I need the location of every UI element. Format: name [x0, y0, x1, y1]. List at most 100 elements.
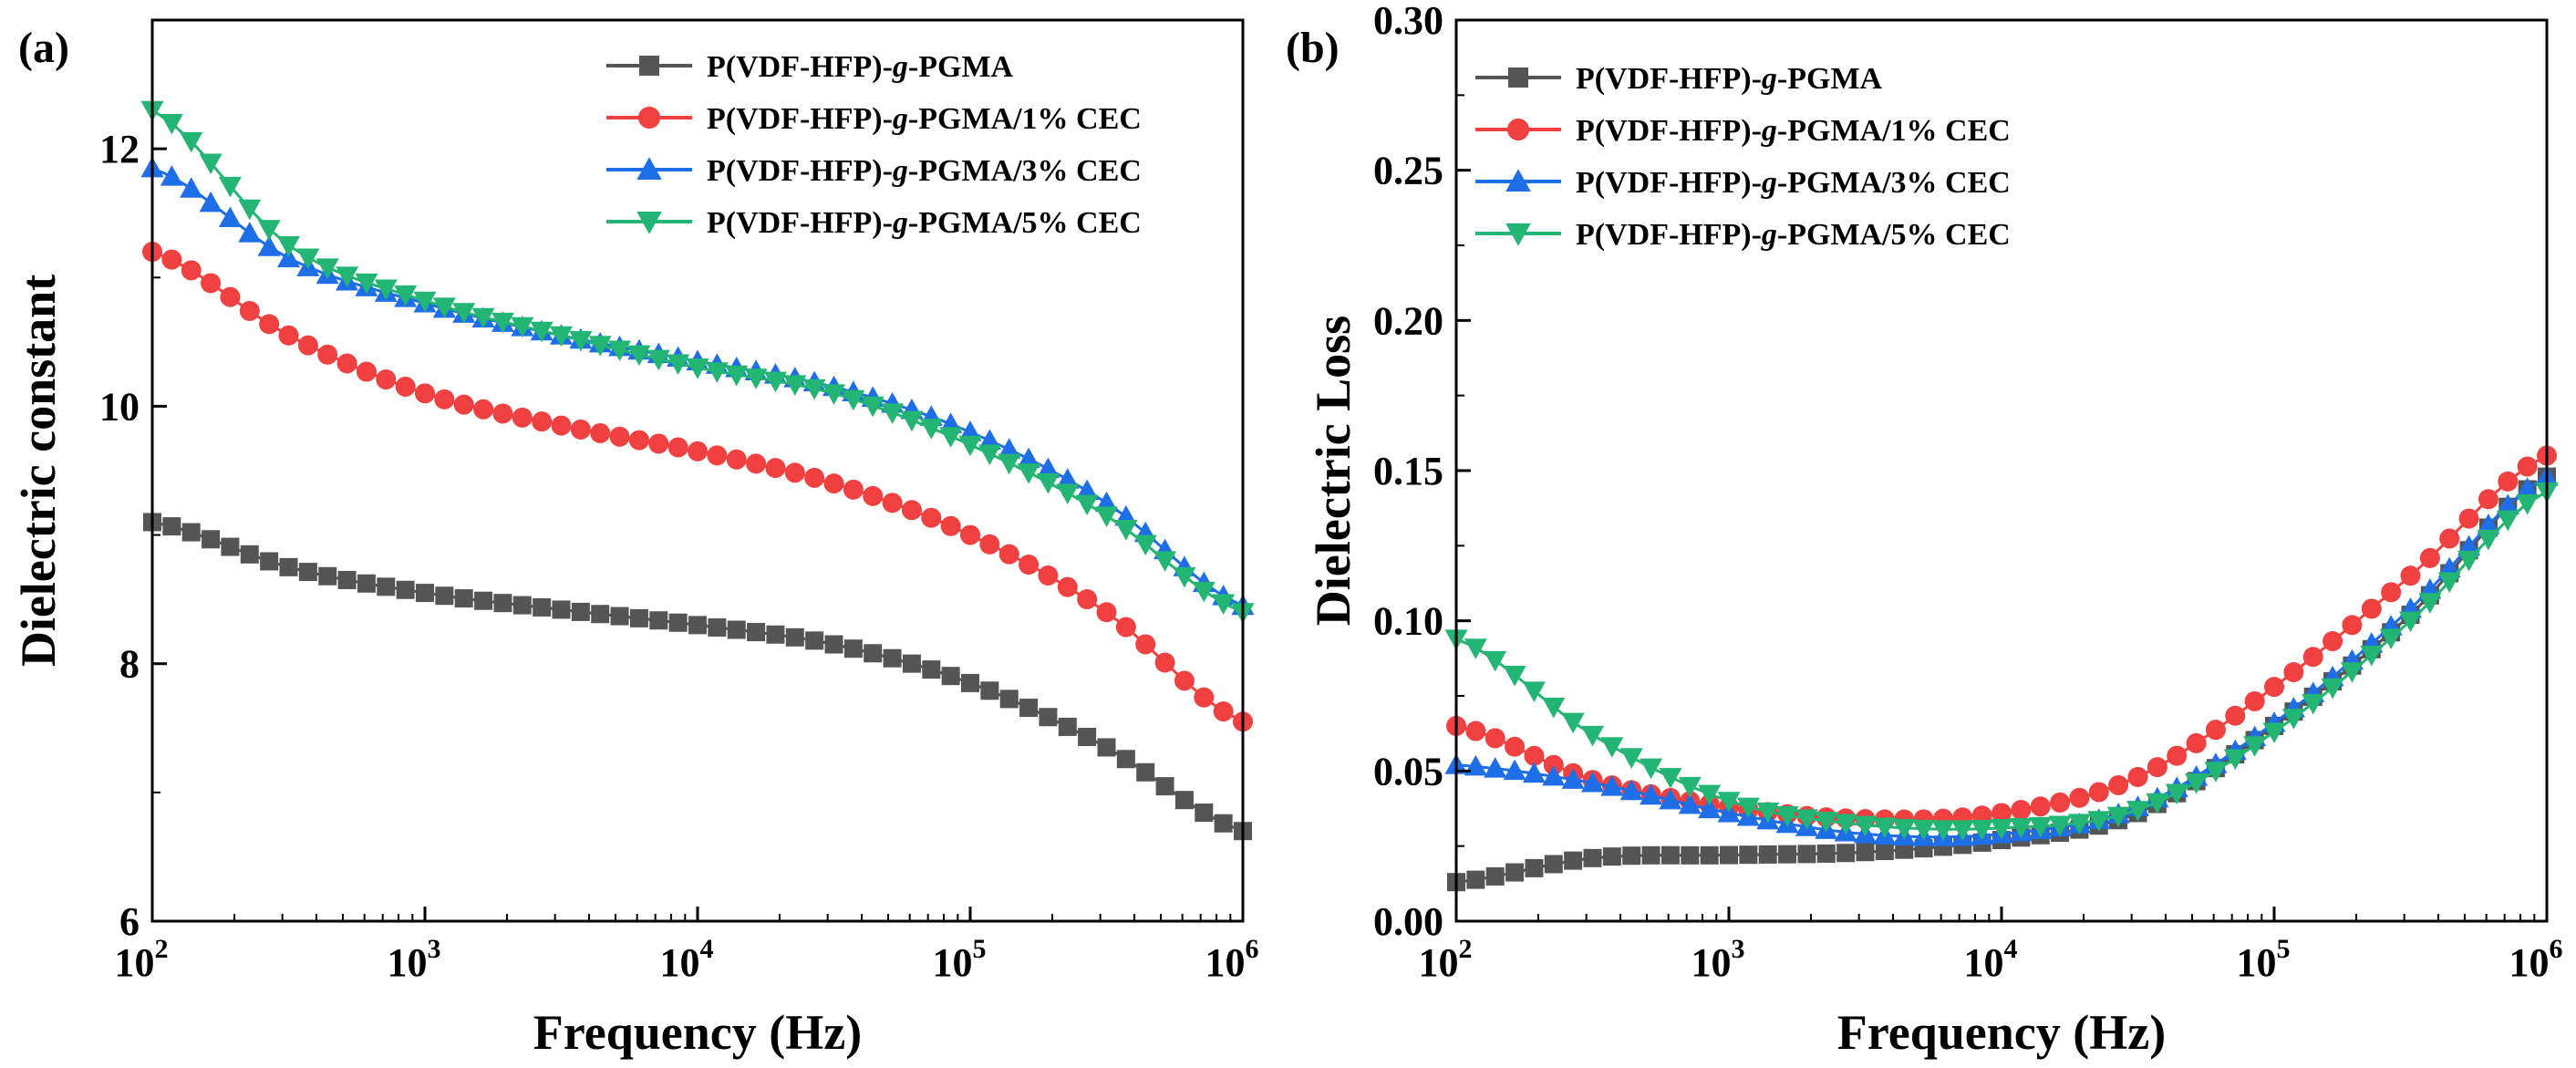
data-point — [902, 654, 921, 673]
data-point — [218, 206, 242, 228]
data-point — [1991, 803, 2012, 824]
data-point — [395, 376, 416, 397]
data-point — [688, 441, 708, 461]
data-point — [1678, 793, 1702, 814]
legend-marker — [1505, 169, 1531, 192]
data-point — [978, 444, 1001, 466]
data-point — [550, 326, 573, 347]
data-point — [512, 596, 532, 615]
data-point — [394, 285, 418, 306]
data-point — [2321, 678, 2344, 700]
data-point — [454, 589, 473, 608]
data-point — [396, 580, 415, 599]
data-point — [747, 623, 766, 642]
data-point — [162, 517, 181, 536]
data-point — [2146, 793, 2169, 814]
panel-a: 102 103 104 105 106 6 8 10 12 Frequency (Hz) Diele… — [11, 18, 1259, 1060]
series-b-2 — [1444, 465, 2559, 846]
data-point — [1192, 581, 1216, 603]
data-point — [805, 631, 824, 650]
data-point — [2340, 662, 2364, 683]
y-tick-label: 0.30 — [1373, 0, 1443, 43]
data-point — [1135, 634, 1156, 655]
data-point — [1077, 589, 1098, 610]
data-point — [1116, 750, 1135, 769]
data-point — [2030, 796, 2051, 817]
data-point — [2516, 494, 2540, 515]
data-point — [530, 321, 553, 343]
legend-label: P(VDF-HFP)-g-PGMA/5% CEC — [707, 206, 1142, 240]
data-point — [1758, 845, 1777, 864]
x-tick-label: 104 — [660, 934, 714, 985]
data-point — [2244, 690, 2265, 711]
data-point — [1640, 783, 1663, 805]
data-point — [1524, 745, 1545, 766]
data-point — [1174, 670, 1195, 691]
data-point — [822, 384, 845, 405]
legend: P(VDF-HFP)-g-PGMA P(VDF-HFP)-g-PGMA/1% CE… — [606, 50, 1142, 240]
data-point — [415, 383, 435, 404]
data-point — [1659, 788, 1682, 810]
data-point — [766, 625, 785, 644]
data-point — [435, 586, 454, 606]
data-point — [2281, 709, 2305, 730]
data-point — [2048, 815, 2072, 837]
data-point — [939, 427, 963, 448]
data-point — [434, 389, 455, 410]
data-point — [1485, 866, 1505, 886]
data-point — [1836, 844, 1856, 863]
data-point — [1641, 845, 1660, 865]
data-point — [998, 438, 1021, 459]
legend-item: P(VDF-HFP)-g-PGMA/5% CEC — [1475, 218, 2011, 252]
data-point — [493, 594, 512, 613]
data-point — [940, 515, 961, 536]
data-point — [160, 113, 183, 135]
data-point — [2225, 705, 2246, 726]
data-point — [257, 235, 281, 256]
data-point — [1214, 814, 1233, 833]
data-point — [1931, 820, 1955, 841]
series-b-3 — [1444, 482, 2559, 841]
data-point — [802, 378, 826, 400]
data-point — [492, 403, 513, 424]
data-point — [336, 266, 359, 287]
data-point — [2087, 811, 2111, 832]
data-point — [2400, 565, 2421, 586]
data-point — [707, 445, 728, 466]
data-point — [1561, 712, 1585, 734]
legend-label: P(VDF-HFP)-g-PGMA — [707, 50, 1014, 84]
data-point — [705, 362, 729, 383]
data-point — [1097, 738, 1116, 757]
data-point — [1544, 855, 1563, 874]
data-point — [355, 273, 378, 295]
data-point — [783, 375, 807, 396]
data-point — [901, 500, 922, 521]
data-point — [1522, 681, 1546, 702]
y-tick-label: 0.10 — [1373, 599, 1443, 644]
data-point — [1736, 797, 1760, 819]
data-point — [1602, 847, 1621, 866]
data-point — [511, 316, 534, 338]
y-tick-label: 0.25 — [1373, 149, 1443, 193]
data-point — [533, 597, 552, 617]
data-point — [1583, 848, 1602, 867]
data-point — [551, 415, 572, 436]
data-point — [296, 248, 320, 269]
data-point — [2069, 787, 2090, 808]
x-tick-label: 104 — [1964, 934, 2018, 985]
data-point — [668, 613, 688, 632]
data-point — [1622, 846, 1641, 866]
data-point — [1078, 728, 1097, 747]
legend-item: P(VDF-HFP)-g-PGMA — [606, 50, 1014, 84]
data-point — [998, 544, 1019, 565]
data-point — [1797, 845, 1816, 864]
y-tick-label: 0.15 — [1373, 449, 1443, 493]
data-point — [2126, 801, 2149, 822]
data-point — [1133, 534, 1157, 556]
data-point — [2223, 749, 2247, 771]
data-point — [2011, 800, 2032, 821]
data-point — [260, 552, 279, 571]
data-point — [160, 165, 183, 186]
data-point — [1525, 858, 1544, 877]
data-point — [980, 681, 999, 700]
